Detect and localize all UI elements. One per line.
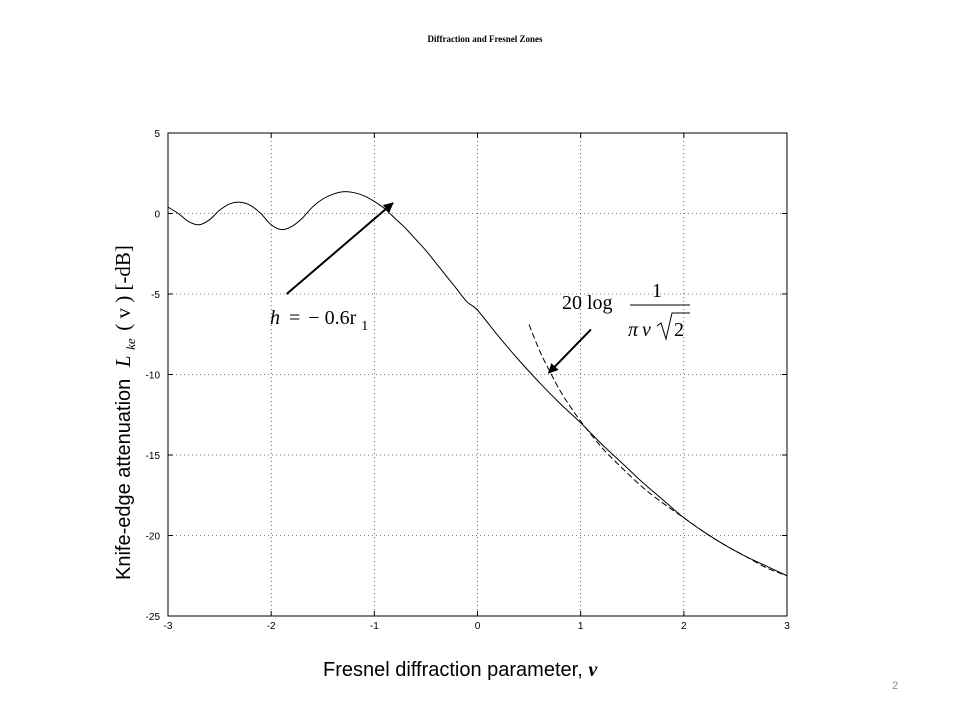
annotation-h-rhs: 0.6r [325,307,357,329]
x-tick-label: -1 [370,621,379,632]
x-tick-label: 2 [681,621,687,632]
y-tick-label: -5 [151,290,160,301]
annotation-h-lhs: h [270,307,280,329]
y-axis-label-argument: ( v ) [-dB] [111,245,135,331]
y-axis-label: Knife-edge attenuation L ke ( v ) [-dB] [111,245,140,580]
y-tick-label: -25 [146,612,161,623]
y-tick-label: -10 [146,371,161,382]
x-axis-label-text: Fresnel diffraction parameter, [323,659,583,681]
annotation-asymptote-sqrt-sign [656,312,690,341]
annotation-asymptote-prefix: 20 log [562,292,613,314]
series-line-attenuation [167,191,788,577]
y-tick-label: 0 [154,210,160,221]
annotation-asymptote-pi: π [628,319,639,341]
series [167,191,788,577]
x-axis-label: Fresnel diffraction parameter, v [323,659,598,681]
annotation-h-subscript: 1 [361,319,368,334]
y-tick-label: -15 [146,451,161,462]
annotation-asymptote-numerator: 1 [652,280,662,302]
annotation-h-minus: − [308,307,319,329]
axis-ticks: -3 -2 -1 0 1 2 3-25-20-15-10-505 [146,129,791,632]
x-tick-label: 0 [475,621,481,632]
page-number: 2 [891,680,899,692]
y-tick-label: -20 [146,532,161,543]
annotation-arrow [547,328,592,374]
annotation-h-equals: = [289,307,300,329]
annotation-asymptote-formula: 20 log 1 π v 2 [562,280,690,341]
annotation-asymptote-root: 2 [674,319,684,341]
x-tick-label: -2 [267,621,276,632]
y-axis-label-subscript: ke [123,338,138,350]
y-axis-label-symbol: L [111,355,135,368]
x-axis-label-variable: v [588,659,598,681]
x-tick-label: 3 [784,621,790,632]
annotations [285,202,592,374]
series-line-asymptote [528,324,788,577]
x-tick-label: 1 [578,621,584,632]
slide-title: Diffraction and Fresnel Zones [427,34,543,44]
annotation-arrow [285,202,394,295]
y-tick-label: 5 [154,129,160,140]
x-tick-label: -3 [164,621,173,632]
annotation-h-equation: h = − 0.6r 1 [270,307,368,334]
grid [168,133,787,616]
annotation-asymptote-v: v [642,319,651,341]
y-axis-label-text: Knife-edge attenuation [113,379,135,580]
